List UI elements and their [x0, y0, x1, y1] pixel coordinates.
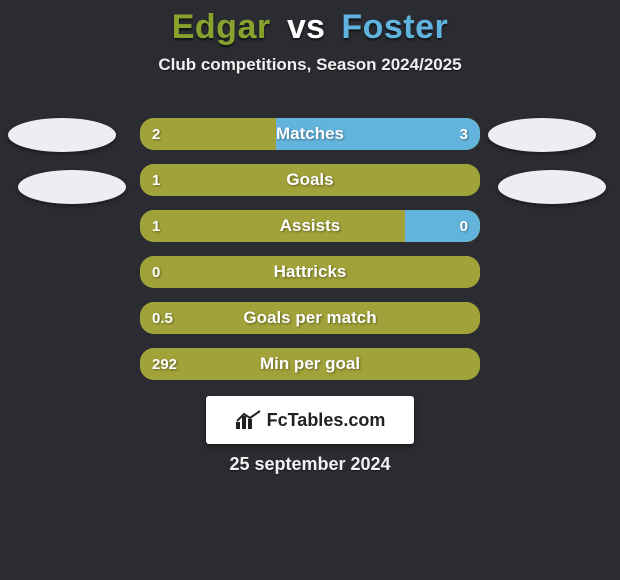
- site-logo-icon: [235, 410, 263, 430]
- bar-track: Goals per match0.5: [140, 302, 480, 334]
- title-vs: vs: [281, 8, 331, 47]
- club-badge-left: [18, 170, 126, 204]
- subtitle: Club competitions, Season 2024/2025: [0, 55, 620, 75]
- bar-fill-left: [140, 302, 480, 334]
- bar-track: Min per goal292: [140, 348, 480, 380]
- site-badge: FcTables.com: [206, 396, 414, 444]
- date-line: 25 september 2024: [0, 454, 620, 475]
- comparison-infographic: Edgar vs Foster Club competitions, Seaso…: [0, 0, 620, 580]
- bar-fill-left: [140, 164, 480, 196]
- title-row: Edgar vs Foster: [0, 0, 620, 47]
- bar-fill-right: [276, 118, 480, 150]
- stat-row: Hattricks0: [0, 256, 620, 288]
- stat-row: Goals per match0.5: [0, 302, 620, 334]
- stats-chart: Matches23 Goals1 Assists10 Hattricks0 Goals …: [0, 118, 620, 394]
- club-badge-right: [488, 118, 596, 152]
- stat-row: Assists10: [0, 210, 620, 242]
- club-badge-left: [8, 118, 116, 152]
- bar-track: Hattricks0: [140, 256, 480, 288]
- bar-fill-left: [140, 210, 405, 242]
- bar-fill-left: [140, 348, 480, 380]
- club-badge-right: [498, 170, 606, 204]
- bar-fill-right: [405, 210, 480, 242]
- bar-fill-left: [140, 118, 276, 150]
- bar-track: Matches23: [140, 118, 480, 150]
- stat-row: Min per goal292: [0, 348, 620, 380]
- bar-track: Assists10: [140, 210, 480, 242]
- player1-name: Edgar: [166, 8, 277, 47]
- bar-track: Goals1: [140, 164, 480, 196]
- site-name: FcTables.com: [267, 410, 386, 431]
- player2-name: Foster: [335, 8, 454, 47]
- bar-fill-left: [140, 256, 480, 288]
